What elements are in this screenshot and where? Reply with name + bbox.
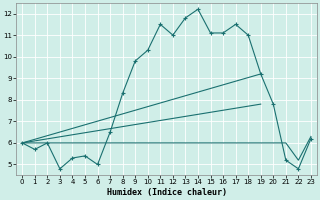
X-axis label: Humidex (Indice chaleur): Humidex (Indice chaleur) xyxy=(107,188,227,197)
